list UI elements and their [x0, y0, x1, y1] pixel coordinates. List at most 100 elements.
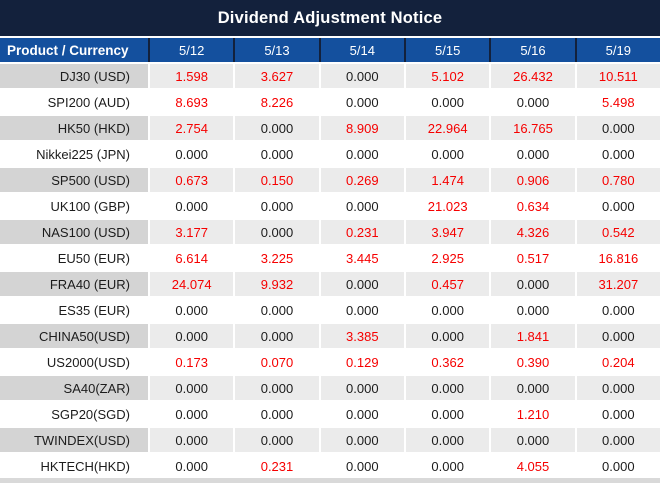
- value-cell: 0.000: [235, 428, 319, 452]
- value-cell: 3.385: [320, 324, 404, 348]
- value-cell: 0.000: [320, 90, 404, 114]
- value-cell: 8.226: [235, 90, 319, 114]
- value-cell: 0.269: [320, 168, 404, 192]
- product-cell: UK100 (GBP): [0, 194, 148, 218]
- value-cell: 10.511: [576, 64, 660, 88]
- value-cell: 0.000: [235, 324, 319, 348]
- value-cell: 0.000: [235, 402, 319, 426]
- value-cell: 0.673: [150, 168, 234, 192]
- header-cell-date: 5/19: [576, 38, 660, 62]
- value-cell: 0.517: [491, 246, 575, 270]
- product-cell: SPI200 (AUD): [0, 90, 148, 114]
- value-cell: 0.000: [491, 272, 575, 296]
- value-cell: 4.055: [491, 454, 575, 478]
- value-cell: 0.000: [320, 428, 404, 452]
- value-cell: 4.326: [491, 220, 575, 244]
- value-cell: 0.000: [235, 220, 319, 244]
- product-cell: SP500 (USD): [0, 168, 148, 192]
- value-cell: 26.432: [491, 64, 575, 88]
- value-cell: 0.000: [150, 454, 234, 478]
- product-cell: HKTECH(HKD): [0, 454, 148, 478]
- value-cell: 0.231: [320, 220, 404, 244]
- value-cell: 0.070: [235, 350, 319, 374]
- value-cell: 1.841: [491, 324, 575, 348]
- value-cell: 0.000: [491, 428, 575, 452]
- value-cell: 0.000: [150, 194, 234, 218]
- value-cell: 0.390: [491, 350, 575, 374]
- product-cell: DJ30 (USD): [0, 64, 148, 88]
- product-cell: ES35 (EUR): [0, 298, 148, 322]
- value-cell: 6.614: [150, 246, 234, 270]
- value-cell: 5.102: [406, 64, 490, 88]
- value-cell: 1.210: [491, 402, 575, 426]
- value-cell: 16.765: [491, 116, 575, 140]
- header-cell-date: 5/12: [150, 38, 234, 62]
- value-cell: 0.362: [406, 350, 490, 374]
- value-cell: 0.000: [576, 298, 660, 322]
- product-cell: US2000(USD): [0, 350, 148, 374]
- value-cell: 24.074: [150, 272, 234, 296]
- value-cell: 0.457: [406, 272, 490, 296]
- value-cell: 2.925: [406, 246, 490, 270]
- value-cell: 0.000: [320, 376, 404, 400]
- value-cell: 2.754: [150, 116, 234, 140]
- value-cell: 0.204: [576, 350, 660, 374]
- value-cell: 31.207: [576, 272, 660, 296]
- value-cell: 3.947: [406, 220, 490, 244]
- value-cell: 22.964: [406, 116, 490, 140]
- value-cell: 0.000: [406, 428, 490, 452]
- value-cell: 21.023: [406, 194, 490, 218]
- value-cell: 0.000: [320, 454, 404, 478]
- value-cell: 0.634: [491, 194, 575, 218]
- value-cell: 0.000: [406, 298, 490, 322]
- value-cell: 0.129: [320, 350, 404, 374]
- value-cell: 0.000: [491, 142, 575, 166]
- value-cell: 0.000: [150, 376, 234, 400]
- product-cell: HK50 (HKD): [0, 116, 148, 140]
- value-cell: 0.780: [576, 168, 660, 192]
- product-cell: NAS100 (USD): [0, 220, 148, 244]
- value-cell: 0.000: [235, 298, 319, 322]
- value-cell: 0.000: [491, 298, 575, 322]
- value-cell: 0.000: [406, 402, 490, 426]
- bottom-border: [0, 478, 660, 483]
- value-cell: 3.627: [235, 64, 319, 88]
- product-cell: TWINDEX(USD): [0, 428, 148, 452]
- value-cell: 3.225: [235, 246, 319, 270]
- table-body: DJ30 (USD) 1.598 3.627 0.000 5.102 26.432 10.5…: [0, 62, 660, 478]
- value-cell: 0.000: [406, 454, 490, 478]
- product-cell: CHINA50(USD): [0, 324, 148, 348]
- value-cell: 0.000: [320, 298, 404, 322]
- value-cell: 0.000: [150, 142, 234, 166]
- header-cell-date: 5/16: [491, 38, 575, 62]
- value-cell: 0.000: [576, 142, 660, 166]
- header-cell-date: 5/15: [406, 38, 490, 62]
- value-cell: 0.000: [576, 454, 660, 478]
- value-cell: 0.000: [150, 428, 234, 452]
- value-cell: 0.000: [235, 376, 319, 400]
- value-cell: 0.000: [576, 376, 660, 400]
- value-cell: 0.000: [235, 142, 319, 166]
- value-cell: 1.474: [406, 168, 490, 192]
- value-cell: 0.000: [576, 402, 660, 426]
- value-cell: 0.000: [320, 64, 404, 88]
- product-cell: Nikkei225 (JPN): [0, 142, 148, 166]
- value-cell: 16.816: [576, 246, 660, 270]
- value-cell: 0.000: [320, 272, 404, 296]
- table-header-row: Product / Currency 5/12 5/13 5/14 5/15 5/16 5/…: [0, 38, 660, 62]
- value-cell: 0.000: [406, 324, 490, 348]
- value-cell: 0.000: [150, 324, 234, 348]
- value-cell: 8.909: [320, 116, 404, 140]
- value-cell: 0.000: [320, 402, 404, 426]
- product-cell: SGP20(SGD): [0, 402, 148, 426]
- value-cell: 0.173: [150, 350, 234, 374]
- value-cell: 0.542: [576, 220, 660, 244]
- header-cell-date: 5/13: [235, 38, 319, 62]
- value-cell: 0.150: [235, 168, 319, 192]
- value-cell: 0.000: [406, 376, 490, 400]
- value-cell: 0.231: [235, 454, 319, 478]
- value-cell: 0.000: [576, 116, 660, 140]
- header-cell-product: Product / Currency: [0, 38, 148, 62]
- value-cell: 0.000: [491, 376, 575, 400]
- value-cell: 0.906: [491, 168, 575, 192]
